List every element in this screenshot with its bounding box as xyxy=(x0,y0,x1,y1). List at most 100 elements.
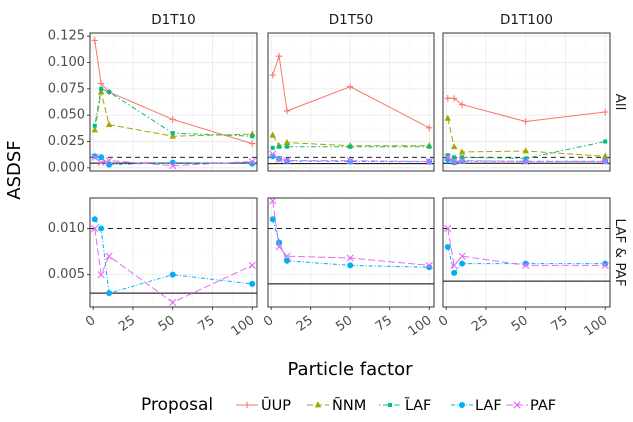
x-tick-label: 50 xyxy=(156,313,178,335)
data-point xyxy=(444,95,451,102)
column-strip-label: D1T50 xyxy=(329,12,373,28)
y-tick-label: 0.025 xyxy=(48,134,85,149)
panel-border xyxy=(267,197,435,308)
panel-border xyxy=(442,32,611,172)
data-point xyxy=(98,154,105,161)
data-point xyxy=(450,143,458,150)
data-point xyxy=(444,224,452,233)
data-point xyxy=(426,264,433,271)
data-point xyxy=(269,197,277,205)
series-line xyxy=(94,91,253,137)
x-tick-label: 25 xyxy=(294,313,316,335)
data-point xyxy=(92,123,97,128)
data-point xyxy=(459,260,466,267)
data-point xyxy=(91,126,98,133)
data-point xyxy=(444,153,452,161)
data-point xyxy=(169,132,176,139)
data-point xyxy=(458,156,466,165)
data-point xyxy=(91,153,98,160)
x-tick-label: 100 xyxy=(406,313,435,340)
data-point xyxy=(97,271,105,279)
legend-label: ÑNM xyxy=(332,397,366,414)
data-point xyxy=(269,216,276,223)
panel-r1-c1: 0 25 50 75 100 xyxy=(261,197,435,340)
legend-key-marker xyxy=(459,402,465,408)
data-point xyxy=(276,239,283,246)
x-tick-label: 75 xyxy=(196,313,218,335)
data-point xyxy=(284,144,289,149)
data-point xyxy=(427,144,432,149)
data-point xyxy=(450,157,458,166)
legend-label: ŨUP xyxy=(261,397,291,414)
data-point xyxy=(275,52,283,60)
y-tick-label: 0.075 xyxy=(48,81,85,96)
legend-key-marker xyxy=(314,401,322,408)
data-point xyxy=(452,155,457,160)
data-point xyxy=(458,148,466,155)
data-point xyxy=(107,89,112,94)
data-point xyxy=(450,261,458,270)
data-point xyxy=(170,131,175,136)
data-point xyxy=(106,161,113,168)
x-axis-title: Particle factor xyxy=(288,359,414,380)
y-axis-title: ASDSF xyxy=(4,140,25,199)
legend-key-marker xyxy=(243,401,251,409)
data-point xyxy=(444,243,451,250)
data-point xyxy=(275,243,283,251)
y-tick-label: 0.010 xyxy=(48,221,85,236)
data-point xyxy=(275,155,283,164)
data-point xyxy=(347,158,354,165)
panel-r1-c0: 0.005 0.010 0 25 50 75 100 xyxy=(48,197,258,340)
data-point xyxy=(269,71,276,79)
panel-border xyxy=(89,32,258,172)
panel-r1-c2: 0 25 50 75 100 xyxy=(436,197,611,340)
data-point xyxy=(169,162,177,170)
data-point xyxy=(601,157,609,166)
data-point xyxy=(105,252,113,260)
legend-key-marker xyxy=(388,403,392,407)
data-point xyxy=(249,160,256,167)
data-point xyxy=(522,157,530,166)
panel-border xyxy=(267,32,435,172)
panel-background xyxy=(268,198,434,307)
data-point xyxy=(91,224,99,233)
legend: ŨUP ÑNM L̃AF LAF PAF xyxy=(236,397,556,414)
data-point xyxy=(249,140,256,147)
series-line xyxy=(272,146,430,149)
data-point xyxy=(283,257,290,264)
x-tick-label: 25 xyxy=(116,313,138,335)
data-point xyxy=(522,261,530,270)
data-point xyxy=(277,144,282,149)
row-strip-label: LAF & PAF xyxy=(612,218,628,286)
series-line xyxy=(272,200,430,266)
y-tick-label: 0.125 xyxy=(48,29,85,44)
legend-key-marker xyxy=(513,401,521,409)
data-point xyxy=(522,118,529,125)
data-point xyxy=(346,157,354,165)
x-tick-label: 0 xyxy=(261,313,276,330)
x-tick-label: 25 xyxy=(469,313,491,335)
data-point xyxy=(603,139,608,144)
data-point xyxy=(248,261,256,270)
data-point xyxy=(602,152,609,159)
data-point xyxy=(99,86,104,91)
data-point xyxy=(450,95,458,102)
data-point xyxy=(444,114,451,121)
row-strip-label: All xyxy=(612,94,628,111)
x-tick-label: 100 xyxy=(229,313,258,340)
panel-border xyxy=(442,197,611,308)
legend-title: Proposal xyxy=(141,395,213,415)
data-point xyxy=(425,261,433,270)
data-point xyxy=(458,101,466,108)
data-point xyxy=(91,153,99,161)
data-point xyxy=(105,156,113,165)
data-point xyxy=(283,138,291,145)
data-point xyxy=(602,108,609,116)
x-tick-label: 75 xyxy=(373,313,395,335)
data-point xyxy=(249,280,256,287)
data-point xyxy=(91,37,98,44)
data-point xyxy=(283,107,291,115)
panel-background xyxy=(443,198,610,307)
